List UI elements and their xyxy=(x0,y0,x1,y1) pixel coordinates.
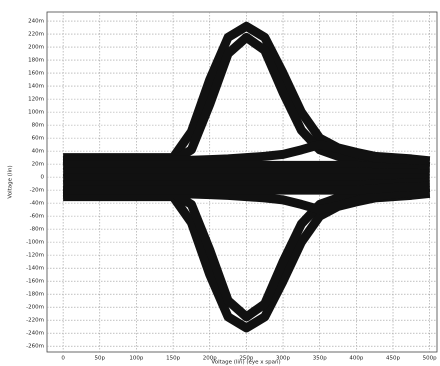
y-tick-label: 240m xyxy=(28,19,44,25)
y-tick-label: 220m xyxy=(28,32,44,38)
x-tick-label: 500p xyxy=(423,356,437,362)
x-tick-label: 450p xyxy=(386,356,400,362)
y-tick-label: -180m xyxy=(26,292,44,298)
x-axis-label: Voltage (lin) (eye x span) xyxy=(211,360,280,366)
x-tick-label: 400p xyxy=(349,356,363,362)
y-tick-label: -140m xyxy=(26,266,44,272)
trace xyxy=(63,177,430,190)
trace xyxy=(63,160,430,174)
y-tick-label: 140m xyxy=(28,84,44,90)
y-tick-label: -60m xyxy=(30,214,44,220)
x-tick-label: 300p xyxy=(276,356,290,362)
y-tick-label: -100m xyxy=(26,240,44,246)
y-tick-label: -260m xyxy=(26,344,44,350)
x-tick-label: 250p xyxy=(239,356,253,362)
y-tick-label: 0 xyxy=(41,175,45,181)
y-tick-label: 80m xyxy=(32,123,44,129)
x-tick-label: 100p xyxy=(129,356,143,362)
y-tick-label: -120m xyxy=(26,253,44,259)
y-tick-label: -200m xyxy=(26,305,44,311)
y-tick-label: 160m xyxy=(28,71,44,77)
x-tick-label: 350p xyxy=(313,356,327,362)
y-tick-label: 180m xyxy=(28,58,44,64)
x-tick-label: 150p xyxy=(166,356,180,362)
y-tick-label: -240m xyxy=(26,331,44,337)
y-tick-label: -220m xyxy=(26,318,44,324)
y-tick-label: -20m xyxy=(30,188,44,194)
y-tick-label: 100m xyxy=(28,110,44,116)
x-tick-label: 50p xyxy=(95,356,106,362)
y-axis-label: Voltage (lin) xyxy=(8,165,14,198)
x-tick-label: 200p xyxy=(203,356,217,362)
trace xyxy=(63,167,430,179)
y-tick-label: 40m xyxy=(32,149,44,155)
x-tick-label: 0 xyxy=(61,356,65,362)
y-tick-label: -40m xyxy=(30,201,44,207)
y-tick-label: -80m xyxy=(30,227,44,233)
trace xyxy=(63,181,430,195)
trace xyxy=(63,140,430,168)
y-tick-label: 120m xyxy=(28,97,44,103)
y-tick-label: 60m xyxy=(32,136,44,142)
y-tick-label: 200m xyxy=(28,45,44,51)
y-tick-label: 20m xyxy=(32,162,44,168)
y-tick-label: -160m xyxy=(26,279,44,285)
